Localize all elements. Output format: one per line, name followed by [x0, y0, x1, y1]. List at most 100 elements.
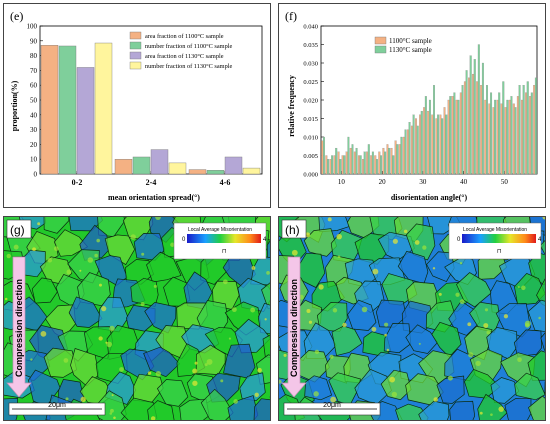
bar [375, 159, 378, 175]
bar [439, 114, 442, 175]
grain [43, 217, 70, 234]
high-misorientation-spot [490, 413, 493, 416]
high-misorientation-spot [233, 399, 238, 404]
bar [349, 147, 352, 175]
high-misorientation-spot [79, 269, 82, 272]
bar [341, 155, 344, 175]
bar [533, 85, 536, 175]
bar [188, 169, 207, 175]
legend-label: area fraction of 1100°C sample [145, 33, 224, 40]
y-tick-label: 0.025 [303, 79, 318, 86]
high-misorientation-spot [330, 396, 337, 403]
high-misorientation-spot [222, 279, 228, 285]
bar [453, 92, 456, 175]
bar [526, 81, 529, 175]
y-tick-label: 40 [30, 111, 38, 119]
color-legend: Local Average Misorientation 0 4 ⊓ [448, 222, 542, 260]
bar [443, 107, 446, 175]
high-misorientation-spot [140, 302, 145, 307]
grain [239, 372, 266, 402]
y-tick-label: 0.035 [303, 42, 318, 49]
scale-bar: 20μm [8, 402, 106, 416]
high-misorientation-spot [153, 284, 158, 288]
bar [423, 107, 426, 175]
bar [400, 136, 403, 175]
bar [345, 151, 348, 175]
bar [424, 96, 427, 175]
y-tick-label: 0.020 [303, 98, 318, 105]
high-misorientation-spot [372, 268, 379, 275]
y-tick-label: 0 [34, 171, 38, 179]
bar [420, 110, 423, 175]
bar [490, 92, 493, 175]
legend-label: number fraction of 1130°C sample [145, 63, 232, 70]
high-misorientation-spot [130, 234, 136, 240]
grain [405, 324, 438, 354]
x-tick-label: 20 [379, 178, 387, 186]
chart-f-svg: (f) 0.000 0.005 0.010 0.015 0.020 0.025 0.030 0… [285, 9, 538, 202]
grain [104, 234, 135, 266]
high-misorientation-spot [101, 306, 107, 312]
scale-min: 0 [182, 237, 186, 243]
grain [146, 251, 182, 283]
grain [200, 388, 234, 420]
high-misorientation-spot [455, 292, 460, 297]
high-misorientation-spot [266, 271, 270, 275]
bar [242, 167, 261, 175]
color-scale [187, 234, 261, 243]
bar [459, 92, 462, 175]
bar [168, 162, 187, 175]
compression-arrow: Compression direction [281, 256, 307, 398]
bar [463, 81, 466, 175]
bar [390, 147, 393, 175]
grain [514, 372, 545, 401]
high-misorientation-spot [447, 375, 453, 381]
high-misorientation-spot [96, 238, 100, 243]
legend-swatch [374, 36, 387, 45]
bar [480, 85, 483, 175]
high-misorientation-spot [433, 397, 438, 402]
x-tick-label: 2-4 [146, 178, 157, 187]
bar [455, 99, 458, 175]
legend-swatch [129, 61, 142, 70]
x-tick-label: 50 [501, 178, 509, 186]
high-misorientation-spot [283, 353, 287, 357]
bar [329, 159, 332, 175]
high-misorientation-spot [220, 379, 224, 383]
high-misorientation-spot [432, 267, 436, 270]
bar [351, 144, 354, 175]
grain [156, 379, 189, 407]
high-misorientation-spot [106, 341, 112, 348]
arrow-label: Compression direction [289, 279, 299, 377]
grain [257, 302, 270, 334]
grain [331, 325, 363, 357]
bar [371, 151, 374, 175]
high-misorientation-spot [414, 240, 420, 245]
grain [528, 395, 545, 420]
high-misorientation-spot [386, 348, 390, 352]
bar [441, 118, 444, 175]
bar [512, 103, 515, 175]
high-misorientation-spot [468, 352, 474, 358]
legend-title: Local Average Misorientation [463, 227, 527, 233]
bar [404, 129, 407, 175]
bar [492, 107, 495, 175]
legend-swatch [129, 51, 142, 60]
high-misorientation-spot [250, 307, 256, 313]
high-misorientation-spot [521, 285, 526, 291]
bar [514, 107, 517, 175]
high-misorientation-spot [479, 411, 483, 415]
high-misorientation-spot [438, 292, 442, 296]
bar [484, 99, 487, 175]
y-tick-label: 0.000 [303, 172, 318, 179]
high-misorientation-spot [65, 397, 69, 401]
scale-max: 4 [538, 237, 542, 243]
high-misorientation-spot [336, 233, 342, 240]
scale-bar-label: 20μm [323, 402, 341, 409]
high-misorientation-spot [389, 376, 396, 383]
grain [383, 323, 412, 354]
grain [266, 240, 270, 260]
x-tick-label: 10 [338, 178, 346, 186]
bar [431, 114, 434, 175]
bar [498, 92, 501, 175]
